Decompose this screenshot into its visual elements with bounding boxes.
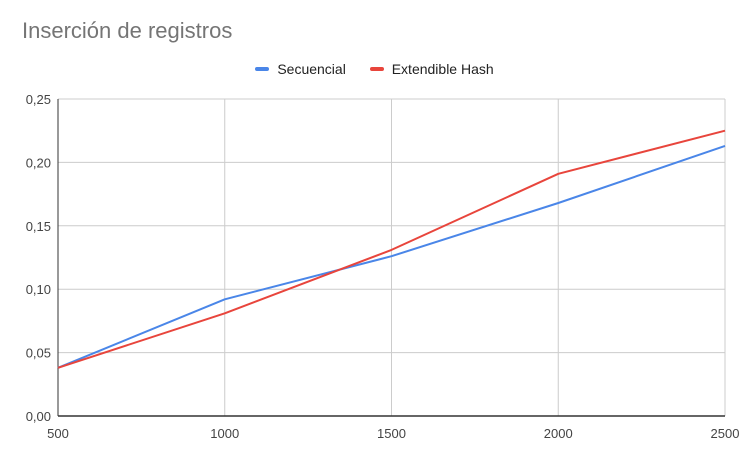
y-tick-label: 0,05 <box>26 346 51 361</box>
legend-swatch-secuencial <box>255 67 270 72</box>
chart-title: Inserción de registros <box>22 18 233 43</box>
y-tick-label: 0,25 <box>26 92 51 107</box>
x-tick-label: 2000 <box>544 426 573 441</box>
data-point-secuencial[interactable] <box>224 298 226 300</box>
x-tick-label: 1500 <box>377 426 406 441</box>
data-point-secuencial[interactable] <box>724 145 726 147</box>
y-tick-label: 0,00 <box>26 409 51 424</box>
series-line-secuencial[interactable] <box>57 144 726 369</box>
y-tick-label: 0,10 <box>26 282 51 297</box>
data-point-extendible-hash[interactable] <box>557 173 559 175</box>
data-point-secuencial[interactable] <box>391 255 393 257</box>
data-point-extendible-hash[interactable] <box>224 312 226 314</box>
x-tick-label: 500 <box>47 426 69 441</box>
legend-label-extendible-hash: Extendible Hash <box>391 61 494 77</box>
legend-item-secuencial[interactable]: Secuencial <box>255 61 346 77</box>
series-line-extendible-hash[interactable] <box>57 129 726 369</box>
data-point-secuencial[interactable] <box>557 202 559 204</box>
x-tick-label: 2500 <box>711 426 740 441</box>
legend-swatch-extendible-hash <box>369 67 384 72</box>
y-tick-label: 0,20 <box>26 155 51 170</box>
legend: Secuencial Extendible Hash <box>0 61 749 77</box>
x-tick-label: 1000 <box>210 426 239 441</box>
legend-label-secuencial: Secuencial <box>277 61 346 77</box>
data-point-extendible-hash[interactable] <box>57 367 59 369</box>
y-tick-label: 0,15 <box>26 219 51 234</box>
data-point-extendible-hash[interactable] <box>391 249 393 251</box>
data-point-extendible-hash[interactable] <box>724 130 726 132</box>
legend-item-extendible-hash[interactable]: Extendible Hash <box>369 61 494 77</box>
